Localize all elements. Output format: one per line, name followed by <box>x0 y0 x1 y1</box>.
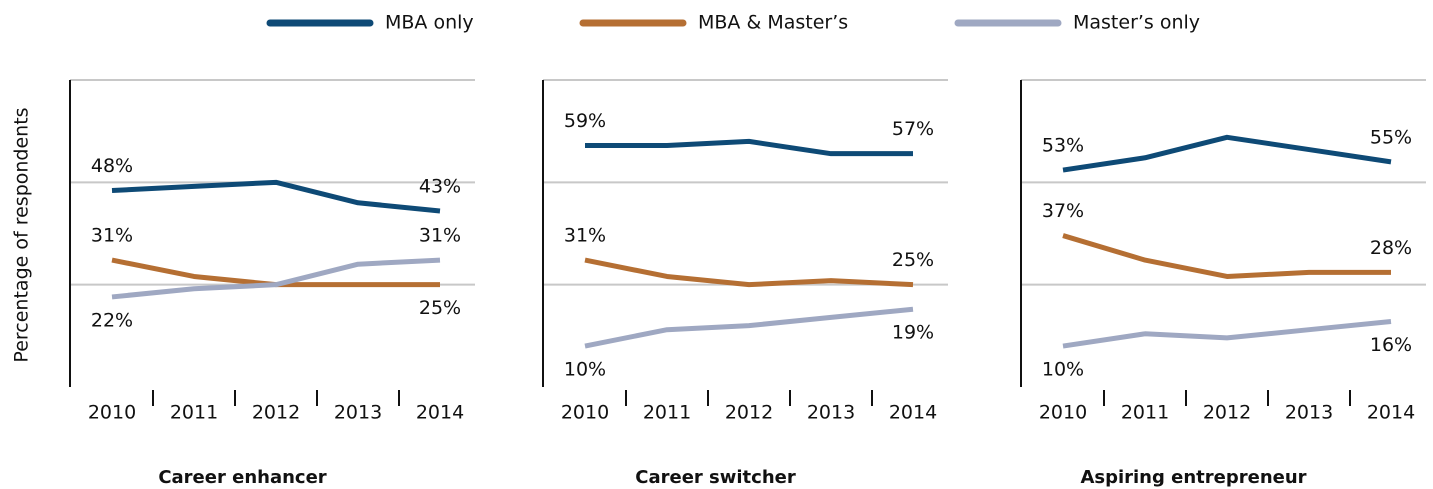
data-label: 43% <box>419 175 461 197</box>
series-line <box>584 257 914 288</box>
x-tick-label: 2012 <box>252 402 300 424</box>
chart-title title: Career enhancer <box>158 467 326 488</box>
data-label: 31% <box>564 225 606 247</box>
x-tick-label: 2014 <box>416 402 464 424</box>
data-label: 28% <box>1370 237 1412 259</box>
data-label: 10% <box>1042 359 1084 381</box>
data-label: 31% <box>91 225 133 247</box>
data-label: 57% <box>892 118 934 140</box>
x-tick-label: 2013 <box>807 402 855 424</box>
data-label: 31% <box>419 225 461 247</box>
data-label: 25% <box>892 249 934 271</box>
series-line <box>111 179 441 214</box>
legend-label: MBA & Master’s <box>698 12 848 34</box>
data-label: 19% <box>892 322 934 344</box>
data-label: 25% <box>419 297 461 319</box>
data-label: 16% <box>1370 334 1412 356</box>
x-tick-label: 2011 <box>1121 402 1169 424</box>
x-tick-label: 2010 <box>88 402 136 424</box>
data-label: 55% <box>1370 126 1412 148</box>
chart-title title: Career switcher <box>635 467 796 488</box>
data-label: 10% <box>564 359 606 381</box>
x-tick-label: 2014 <box>1367 402 1415 424</box>
data-label: 53% <box>1042 135 1084 157</box>
chart-title title: Aspiring entrepreneur <box>1080 467 1306 488</box>
x-tick-label: 2013 <box>1285 402 1333 424</box>
x-tick-label: 2013 <box>334 402 382 424</box>
legend-label: MBA only <box>385 12 474 34</box>
x-tick-label: 2010 <box>1039 402 1087 424</box>
x-tick-label: 2012 <box>725 402 773 424</box>
data-label: 22% <box>91 309 133 331</box>
x-tick-label: 2011 <box>643 402 691 424</box>
data-label: 37% <box>1042 200 1084 222</box>
x-tick-label: 2011 <box>170 402 218 424</box>
x-tick-label: 2014 <box>889 402 937 424</box>
series-line <box>111 257 441 300</box>
series-line <box>585 138 913 157</box>
series-line <box>1062 134 1392 173</box>
series-line <box>584 306 914 349</box>
legend-label: Master’s only <box>1073 12 1200 34</box>
x-tick-label: 2010 <box>561 402 609 424</box>
data-label: 59% <box>564 110 606 132</box>
data-label: 48% <box>91 155 133 177</box>
y-axis-label: Percentage of respondents <box>11 107 33 362</box>
series-line <box>1062 319 1392 349</box>
series-line <box>1062 233 1391 279</box>
x-tick-label: 2012 <box>1203 402 1251 424</box>
